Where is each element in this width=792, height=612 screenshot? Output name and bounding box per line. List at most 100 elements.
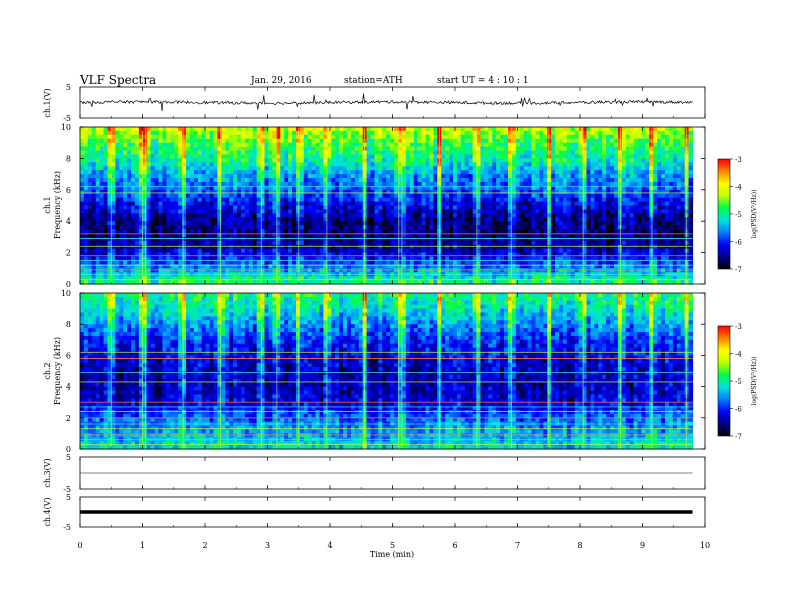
- spectrogram-cell: [562, 142, 568, 148]
- spectrogram-cell: [327, 197, 332, 203]
- spectrogram-cell: [515, 221, 521, 226]
- spectrogram-cell: [166, 150, 171, 156]
- spectrogram-cell: [449, 205, 454, 211]
- spectrogram-cell: [343, 205, 348, 211]
- spectrogram-cell: [103, 193, 109, 199]
- spectrogram-cell: [370, 213, 376, 218]
- spectrogram-cell: [460, 146, 466, 152]
- spectrogram-cell: [468, 142, 474, 148]
- spectrogram-cell: [201, 166, 207, 171]
- spectrogram-cell: [158, 146, 164, 152]
- spectrogram-cell: [248, 193, 254, 199]
- spectrogram-cell: [445, 127, 450, 132]
- spectrogram-cell: [229, 158, 234, 163]
- spectrogram-cell: [288, 264, 293, 269]
- spectrogram-cell: [158, 158, 164, 163]
- spectrogram-cell: [409, 240, 415, 246]
- spectrogram-cell: [205, 260, 211, 265]
- spectrogram-cell: [425, 162, 431, 167]
- spectrogram-cell: [244, 225, 250, 230]
- spectrogram-cell: [319, 174, 325, 179]
- spectrogram-cell: [504, 244, 509, 250]
- spectrogram-cell: [260, 174, 266, 179]
- spectrogram-cell: [547, 197, 552, 203]
- spectrogram-cell: [555, 209, 560, 214]
- spectrogram-cell: [197, 193, 203, 199]
- spectrogram-cell: [409, 201, 415, 207]
- spectrogram-cell: [95, 217, 101, 222]
- spectrogram-cell: [95, 150, 101, 156]
- spectrogram-cell: [472, 185, 478, 191]
- spectrogram-cell: [323, 248, 328, 254]
- spectrogram-cell: [91, 189, 97, 195]
- spectrogram-cell: [339, 221, 344, 226]
- spectrogram-cell: [319, 256, 325, 262]
- spectrogram-cell: [409, 256, 415, 262]
- spectrogram-cell: [370, 232, 376, 238]
- spectrogram-cell: [119, 213, 124, 218]
- spectrogram-cell: [562, 276, 568, 281]
- spectrogram-cell: [209, 244, 215, 250]
- spectrogram-cell: [268, 213, 273, 218]
- spectrogram-cell: [134, 185, 140, 191]
- spectrogram-cell: [425, 130, 431, 136]
- spectrogram-cell: [123, 138, 128, 144]
- spectrogram-cell: [256, 209, 262, 214]
- spectrogram-cell: [386, 170, 391, 175]
- spectrogram-cell: [456, 213, 462, 218]
- spectrogram-cell: [209, 154, 215, 159]
- spectrogram-cell: [295, 232, 301, 238]
- spectrogram-cell: [158, 189, 164, 195]
- spectrogram-cell: [559, 154, 564, 159]
- spectrogram-cell: [480, 268, 486, 273]
- spectrogram-cell: [350, 134, 356, 140]
- spectrogram-cell: [252, 280, 258, 285]
- spectrogram-cell: [166, 201, 171, 207]
- spectrogram-cell: [166, 260, 171, 265]
- spectrogram-cell: [374, 221, 379, 226]
- spectrogram-cell: [307, 205, 313, 211]
- spectrogram-cell: [346, 268, 352, 273]
- spectrogram-cell: [80, 260, 85, 265]
- spectrogram-cell: [472, 225, 478, 230]
- spectrogram-cell: [138, 146, 144, 152]
- spectrogram-cell: [449, 189, 454, 195]
- spectrogram-cell: [453, 166, 458, 171]
- spectrogram-cell: [515, 205, 521, 211]
- spectrogram-cell: [476, 229, 482, 234]
- spectrogram-cell: [555, 244, 560, 250]
- spectrogram-cell: [205, 236, 211, 242]
- spectrogram-cell: [425, 229, 431, 234]
- spectrogram-cell: [386, 150, 391, 156]
- spectrogram-cell: [91, 260, 97, 265]
- spectrogram-cell: [158, 174, 164, 179]
- spectrogram-cell: [323, 134, 328, 140]
- spectrogram-cell: [484, 189, 489, 195]
- spectrogram-cell: [209, 213, 215, 218]
- spectrogram-cell: [382, 127, 387, 132]
- spectrogram-cell: [429, 260, 434, 265]
- spectrogram-cell: [421, 209, 427, 214]
- spectrogram-cell: [178, 170, 183, 175]
- spectrogram-cell: [319, 264, 325, 269]
- spectrogram-cell: [374, 205, 379, 211]
- spectrogram-cell: [405, 229, 411, 234]
- spectrogram-cell: [386, 276, 391, 281]
- spectrogram-cell: [382, 201, 387, 207]
- spectrogram-cell: [260, 205, 266, 211]
- spectrogram-cell: [256, 150, 262, 156]
- spectrogram-cell: [276, 205, 281, 211]
- spectrogram-cell: [496, 158, 501, 163]
- spectrogram-cell: [468, 225, 474, 230]
- spectrogram-cell: [142, 248, 148, 254]
- spectrogram-cell: [182, 244, 187, 250]
- spectrogram-cell: [229, 236, 234, 242]
- spectrogram-cell: [362, 130, 368, 136]
- spectrogram-cell: [240, 162, 246, 167]
- spectrogram-cell: [425, 154, 431, 159]
- spectrogram-cell: [405, 197, 411, 203]
- spectrogram-cell: [170, 260, 175, 265]
- spectrogram-cell: [539, 256, 544, 262]
- spectrogram-cell: [562, 138, 568, 144]
- spectrogram-cell: [107, 260, 113, 265]
